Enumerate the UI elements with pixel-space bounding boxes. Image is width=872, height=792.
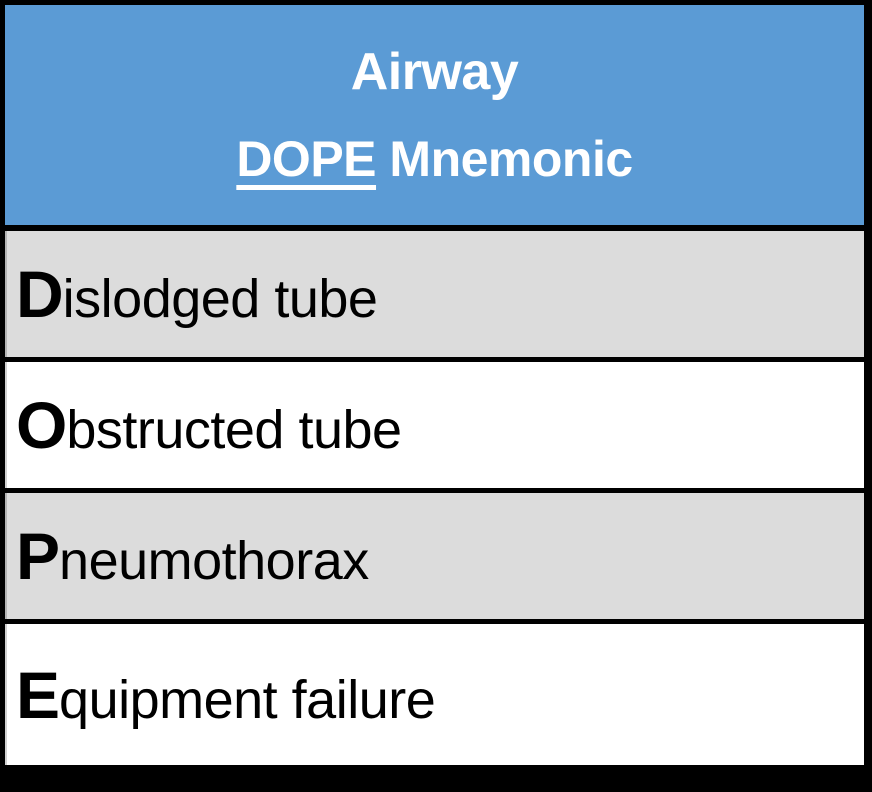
row-lead-letter: E xyxy=(16,657,60,732)
row-rest-text: islodged tube xyxy=(62,269,378,329)
row-rest-text: bstructed tube xyxy=(66,400,402,460)
header-subtitle: DOPE Mnemonic xyxy=(236,131,633,187)
mnemonic-subtitle-rest: Mnemonic xyxy=(376,131,633,187)
row-lead-letter: P xyxy=(16,519,60,593)
table-header: Airway DOPE Mnemonic xyxy=(5,5,864,225)
row-label: Dislodged tube xyxy=(16,261,378,329)
row-lead-letter: O xyxy=(16,388,67,462)
table-row: Equipment failure xyxy=(5,624,864,765)
row-lead-letter: D xyxy=(16,257,64,331)
row-label: Equipment failure xyxy=(16,662,436,730)
mnemonic-acronym: DOPE xyxy=(236,131,377,187)
table-row: Dislodged tube xyxy=(5,231,864,357)
table-row: Obstructed tube xyxy=(5,362,864,488)
page-title: Airway xyxy=(350,43,519,101)
row-rest-text: neumothorax xyxy=(59,531,369,591)
row-label: Pneumothorax xyxy=(16,523,369,589)
row-label: Obstructed tube xyxy=(16,392,402,458)
mnemonic-table: Airway DOPE Mnemonic Dislodged tube Obst… xyxy=(5,5,864,765)
row-rest-text: quipment failure xyxy=(59,669,436,730)
table-row: Pneumothorax xyxy=(5,493,864,619)
